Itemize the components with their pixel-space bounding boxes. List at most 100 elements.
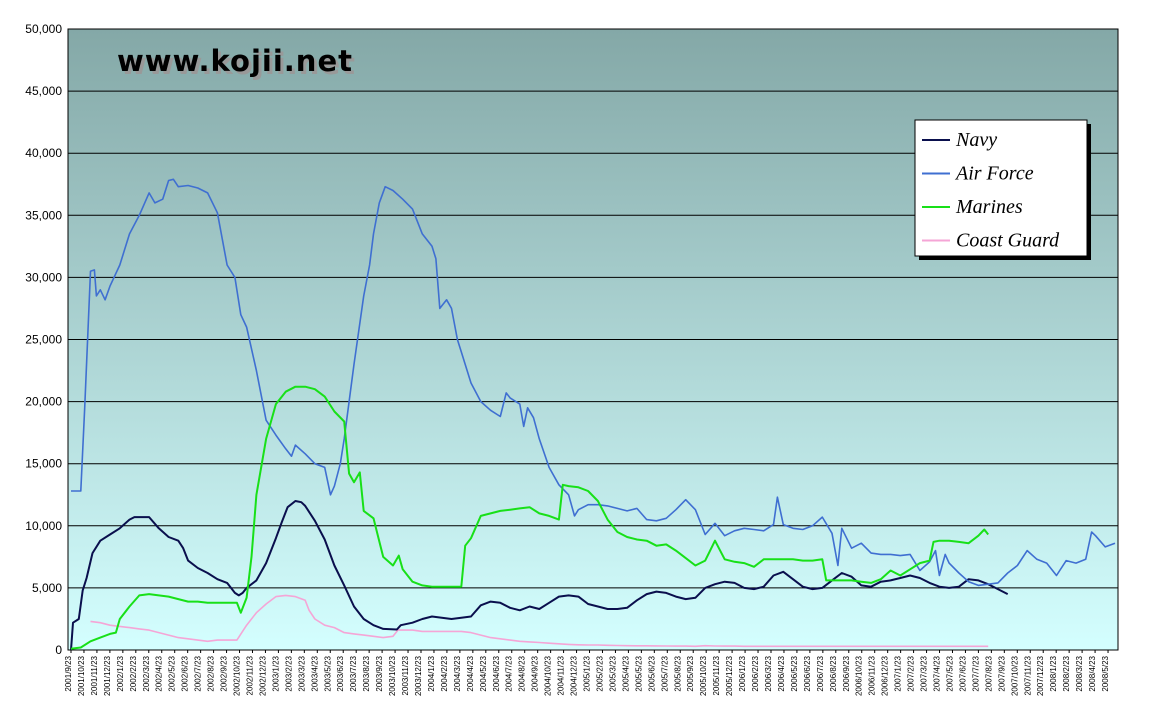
x-tick-label: 2002/10/23 bbox=[233, 655, 242, 696]
x-tick-label: 2007/7/23 bbox=[971, 655, 980, 691]
x-axis-tick-labels: 2001/9/23 2001/10/23 2001/11/23 2001/12/23 2… bbox=[64, 650, 1110, 696]
x-tick-label: 2005/3/23 bbox=[608, 655, 617, 691]
legend-label: Coast Guard bbox=[956, 230, 1060, 252]
series-line-navy bbox=[70, 500, 1009, 651]
x-tick-label: 2006/5/23 bbox=[790, 655, 799, 691]
watermark: www.kojii.net bbox=[117, 44, 353, 78]
x-tick-label: 2004/3/23 bbox=[453, 655, 462, 691]
x-tick-label: 2007/11/23 bbox=[1023, 655, 1032, 695]
y-tick-label: 5,000 bbox=[32, 581, 62, 595]
x-tick-label: 2004/4/23 bbox=[466, 655, 475, 691]
x-tick-label: 2007/1/23 bbox=[894, 655, 903, 691]
x-tick-label: 2006/8/23 bbox=[829, 655, 838, 691]
x-tick-label: 2004/1/23 bbox=[427, 655, 436, 691]
x-tick-label: 2003/5/23 bbox=[323, 655, 332, 691]
legend: Navy Air Force Marines Coast Guard bbox=[914, 119, 1091, 260]
x-tick-label: 2004/7/23 bbox=[505, 655, 514, 691]
y-tick-label: 20,000 bbox=[25, 395, 62, 409]
x-tick-label: 2007/2/23 bbox=[907, 655, 916, 691]
x-tick-label: 2006/1/23 bbox=[738, 655, 747, 691]
x-tick-label: 2005/10/23 bbox=[699, 655, 708, 696]
x-tick-label: 2003/12/23 bbox=[414, 655, 423, 696]
x-tick-label: 2003/7/23 bbox=[349, 655, 358, 691]
x-tick-label: 2003/11/23 bbox=[401, 655, 410, 695]
x-tick-label: 2004/11/23 bbox=[557, 655, 566, 695]
x-tick-label: 2007/6/23 bbox=[958, 655, 967, 691]
x-tick-label: 2001/9/23 bbox=[64, 655, 73, 691]
x-tick-label: 2004/5/23 bbox=[479, 655, 488, 691]
x-tick-label: 2003/3/23 bbox=[297, 655, 306, 691]
x-tick-label: 2006/6/23 bbox=[803, 655, 812, 691]
x-tick-label: 2007/4/23 bbox=[933, 655, 942, 691]
legend-label: Navy bbox=[955, 129, 997, 151]
x-tick-label: 2006/2/23 bbox=[751, 655, 760, 691]
series-line-coast-guard bbox=[90, 594, 989, 648]
x-tick-label: 2003/9/23 bbox=[375, 655, 384, 691]
x-tick-label: 2008/3/23 bbox=[1075, 655, 1084, 691]
x-tick-label: 2002/8/23 bbox=[207, 655, 216, 691]
x-tick-label: 2005/8/23 bbox=[673, 655, 682, 691]
x-tick-label: 2003/10/23 bbox=[388, 655, 397, 696]
y-tick-label: 10,000 bbox=[25, 519, 62, 533]
x-tick-label: 2006/9/23 bbox=[842, 655, 851, 691]
legend-items: Navy Air Force Marines Coast Guard bbox=[922, 129, 1060, 252]
x-tick-label: 2005/5/23 bbox=[634, 655, 643, 691]
x-tick-label: 2006/10/23 bbox=[855, 655, 864, 696]
x-tick-label: 2003/2/23 bbox=[284, 655, 293, 691]
series-line-marines bbox=[70, 385, 989, 650]
y-tick-label: 40,000 bbox=[25, 146, 62, 160]
x-tick-label: 2006/12/23 bbox=[881, 655, 890, 696]
x-tick-label: 2007/10/23 bbox=[1010, 655, 1019, 696]
x-tick-label: 2002/3/23 bbox=[142, 655, 151, 691]
y-axis-tick-labels: 0 5,000 10,000 15,000 20,000 25,000 30,000 35,0… bbox=[25, 22, 62, 657]
x-tick-label: 2004/10/23 bbox=[544, 655, 553, 696]
legend-label: Air Force bbox=[954, 163, 1034, 185]
x-tick-label: 2007/12/23 bbox=[1036, 655, 1045, 696]
x-tick-label: 2005/11/23 bbox=[712, 655, 721, 695]
y-tick-label: 50,000 bbox=[25, 22, 62, 36]
y-tick-label: 30,000 bbox=[25, 270, 62, 284]
x-tick-label: 2005/12/23 bbox=[725, 655, 734, 696]
x-tick-label: 2004/2/23 bbox=[440, 655, 449, 691]
x-tick-label: 2007/5/23 bbox=[945, 655, 954, 691]
x-tick-label: 2004/8/23 bbox=[518, 655, 527, 691]
x-tick-label: 2007/9/23 bbox=[997, 655, 1006, 691]
x-tick-label: 2006/11/23 bbox=[868, 655, 877, 695]
x-tick-label: 2008/5/23 bbox=[1101, 655, 1110, 691]
x-tick-label: 2004/9/23 bbox=[531, 655, 540, 691]
x-tick-label: 2005/6/23 bbox=[647, 655, 656, 691]
x-tick-label: 2005/7/23 bbox=[660, 655, 669, 691]
y-tick-label: 25,000 bbox=[25, 333, 62, 347]
x-tick-label: 2003/8/23 bbox=[362, 655, 371, 691]
x-tick-label: 2002/2/23 bbox=[129, 655, 138, 691]
x-tick-label: 2001/11/23 bbox=[90, 655, 99, 695]
x-tick-label: 2006/7/23 bbox=[816, 655, 825, 691]
x-tick-label: 2002/12/23 bbox=[258, 655, 267, 696]
y-tick-label: 45,000 bbox=[25, 84, 62, 98]
x-tick-label: 2005/4/23 bbox=[621, 655, 630, 691]
y-tick-label: 15,000 bbox=[25, 457, 62, 471]
x-tick-label: 2003/4/23 bbox=[310, 655, 319, 691]
x-tick-label: 2002/4/23 bbox=[155, 655, 164, 691]
x-tick-label: 2008/2/23 bbox=[1062, 655, 1071, 691]
x-tick-label: 2003/6/23 bbox=[336, 655, 345, 691]
watermark-shadow: www.kojii.net bbox=[120, 47, 356, 81]
x-tick-label: 2008/4/23 bbox=[1088, 655, 1097, 691]
legend-box bbox=[914, 119, 1088, 257]
x-tick-label: 2001/12/23 bbox=[103, 655, 112, 696]
x-tick-label: 2005/2/23 bbox=[595, 655, 604, 691]
y-tick-label: 0 bbox=[55, 643, 62, 657]
x-tick-label: 2002/6/23 bbox=[181, 655, 190, 691]
x-tick-label: 2007/8/23 bbox=[984, 655, 993, 691]
x-tick-label: 2004/12/23 bbox=[570, 655, 579, 696]
x-tick-label: 2005/9/23 bbox=[686, 655, 695, 691]
x-tick-label: 2007/3/23 bbox=[920, 655, 929, 691]
x-tick-label: 2003/1/23 bbox=[271, 655, 280, 691]
x-tick-label: 2002/5/23 bbox=[168, 655, 177, 691]
x-tick-label: 2006/3/23 bbox=[764, 655, 773, 691]
x-tick-label: 2002/11/23 bbox=[245, 655, 254, 695]
series-lines bbox=[70, 178, 1116, 651]
x-tick-label: 2004/6/23 bbox=[492, 655, 501, 691]
y-tick-label: 35,000 bbox=[25, 208, 62, 222]
